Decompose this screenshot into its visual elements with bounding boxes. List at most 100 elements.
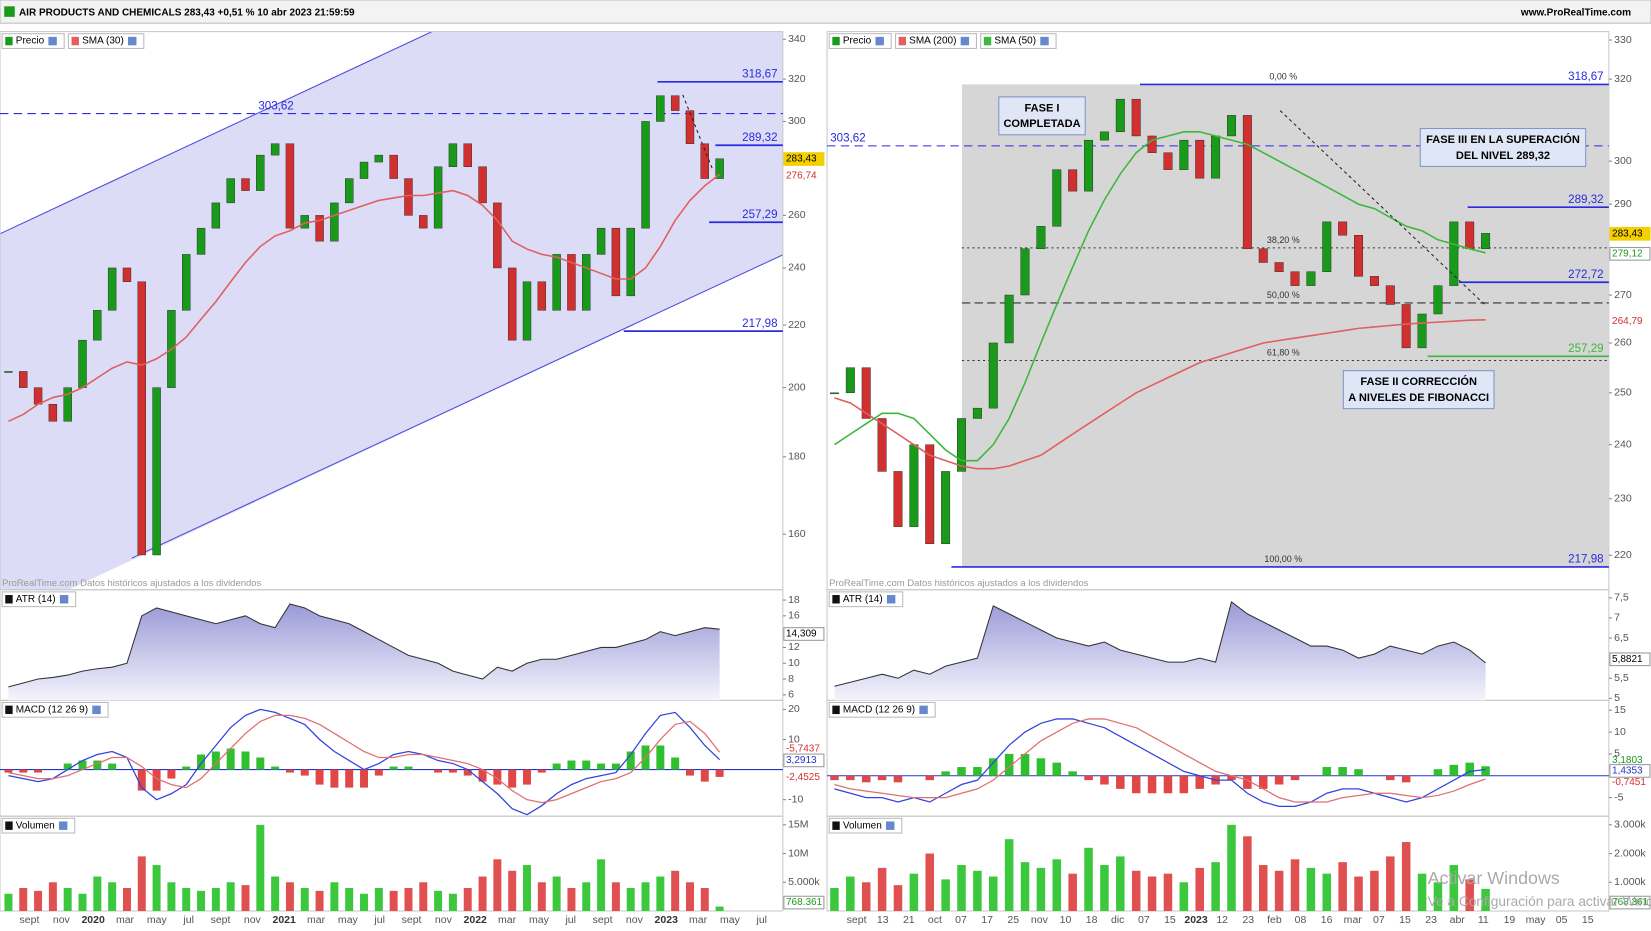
fib-label: 38,20 % [1267, 235, 1300, 245]
atr-area [8, 603, 720, 701]
volume-bar [226, 882, 235, 911]
volume-bar [19, 888, 28, 911]
volume-bar [152, 865, 161, 911]
last-tag: 768.361 [1612, 897, 1649, 908]
level-label: 289,32 [742, 132, 777, 144]
legend-settings[interactable] [875, 36, 884, 46]
macd-bar [78, 760, 87, 770]
macd-bar [1322, 767, 1332, 776]
y-tick-label: 330 [1614, 34, 1632, 46]
legend-swatch [832, 595, 840, 604]
legend-settings[interactable] [1040, 36, 1049, 46]
legend-settings[interactable] [58, 821, 68, 830]
macd-bar [137, 769, 146, 791]
y-tick-label: 12 [788, 641, 800, 653]
volume-bar [211, 888, 220, 911]
level-label: 303,62 [830, 133, 865, 145]
volume-bar [1211, 862, 1220, 911]
candle [685, 110, 695, 144]
last-tag: -0,7451 [1612, 777, 1646, 788]
legend-settings[interactable] [92, 705, 101, 715]
legend-label: Volumen [843, 820, 882, 831]
legend-settings[interactable] [59, 595, 69, 604]
volume-bar [1258, 865, 1268, 911]
candle [315, 215, 324, 242]
sma-line [834, 131, 1486, 462]
level-label: 289,32 [1568, 194, 1603, 206]
annotation-text: A NIVELES DE FIBONACCI [1348, 392, 1489, 404]
signal-line [8, 714, 721, 804]
trend-line [682, 94, 713, 169]
legend-settings[interactable] [886, 595, 896, 604]
volume-bar [1020, 862, 1030, 911]
macd-bar [830, 775, 839, 781]
legend-settings[interactable] [886, 821, 895, 830]
atr-line [8, 603, 720, 688]
candle [4, 371, 13, 373]
volume-bar [1004, 839, 1014, 911]
volume-bar [1449, 865, 1459, 911]
candle [211, 202, 221, 229]
candle [93, 310, 102, 341]
x-tick-label: 10 [1060, 914, 1072, 926]
charts: 318,67 303,62 289,32 257,29 217,98 340 320 300 2… [0, 31, 1651, 926]
y-tick-label: 220 [1614, 549, 1632, 561]
y-tick-label: 5 [1614, 748, 1620, 760]
fib-label: 50,00 % [1267, 290, 1300, 300]
legend-box [980, 33, 1057, 49]
macd-bar [478, 769, 487, 782]
level-label: 318,67 [742, 69, 777, 81]
macd-bar [846, 775, 855, 781]
macd-bar [1020, 753, 1030, 776]
source-note: ProRealTime.com Datos históricos ajustad… [829, 578, 1088, 589]
macd-bar [345, 769, 354, 788]
channel [0, 31, 783, 590]
legend-settings[interactable] [128, 36, 137, 46]
candle [1020, 248, 1030, 296]
candle [1465, 221, 1475, 250]
macd-bar [285, 769, 294, 773]
x-tick-label: 15 [1164, 914, 1176, 926]
candle [1481, 233, 1491, 250]
candle [256, 154, 265, 191]
macd-bar [1290, 775, 1300, 781]
y-tick-label: 160 [788, 528, 806, 540]
y-tick-label: 1.000k [1614, 876, 1646, 888]
atr-line [834, 600, 1486, 687]
candle [1433, 285, 1443, 315]
annotation-text: FASE I [1025, 102, 1060, 114]
macd-bar [861, 775, 871, 783]
volume-bar [567, 888, 576, 911]
macd-bar [493, 769, 502, 785]
candle [493, 202, 502, 269]
y-tick-label: 10 [788, 657, 800, 669]
candle [1242, 115, 1252, 250]
macd-bar [1465, 762, 1474, 776]
x-tick-label: oct [928, 914, 942, 926]
last-tag: 264,79 [1612, 316, 1643, 327]
x-tick-label: nov [626, 914, 644, 926]
candle [941, 471, 951, 544]
legend-settings[interactable] [960, 36, 970, 46]
y-tick-label: 10M [788, 847, 808, 859]
candle [1369, 276, 1379, 286]
channel-line [131, 254, 783, 559]
last-tag: 768.361 [786, 897, 823, 908]
volume-bar [941, 879, 950, 911]
x-tick-label: mar [116, 914, 135, 926]
macd-bar [389, 766, 398, 770]
macd-bar [1354, 769, 1363, 776]
x-tick-label: 05 [1556, 914, 1568, 926]
y-tick-label: 18 [788, 594, 800, 606]
legend-settings[interactable] [48, 36, 57, 46]
macd-line [8, 708, 721, 816]
legend-settings[interactable] [919, 705, 928, 715]
volume-bar [48, 882, 57, 911]
channel-fill [0, 31, 783, 590]
candle [270, 143, 280, 156]
x-tick-label: 07 [955, 914, 967, 926]
panel-frame [826, 699, 1610, 817]
y-tick-label: 7 [1614, 612, 1620, 624]
macd-bar [330, 769, 339, 788]
x-tick-label: jul [182, 914, 194, 926]
